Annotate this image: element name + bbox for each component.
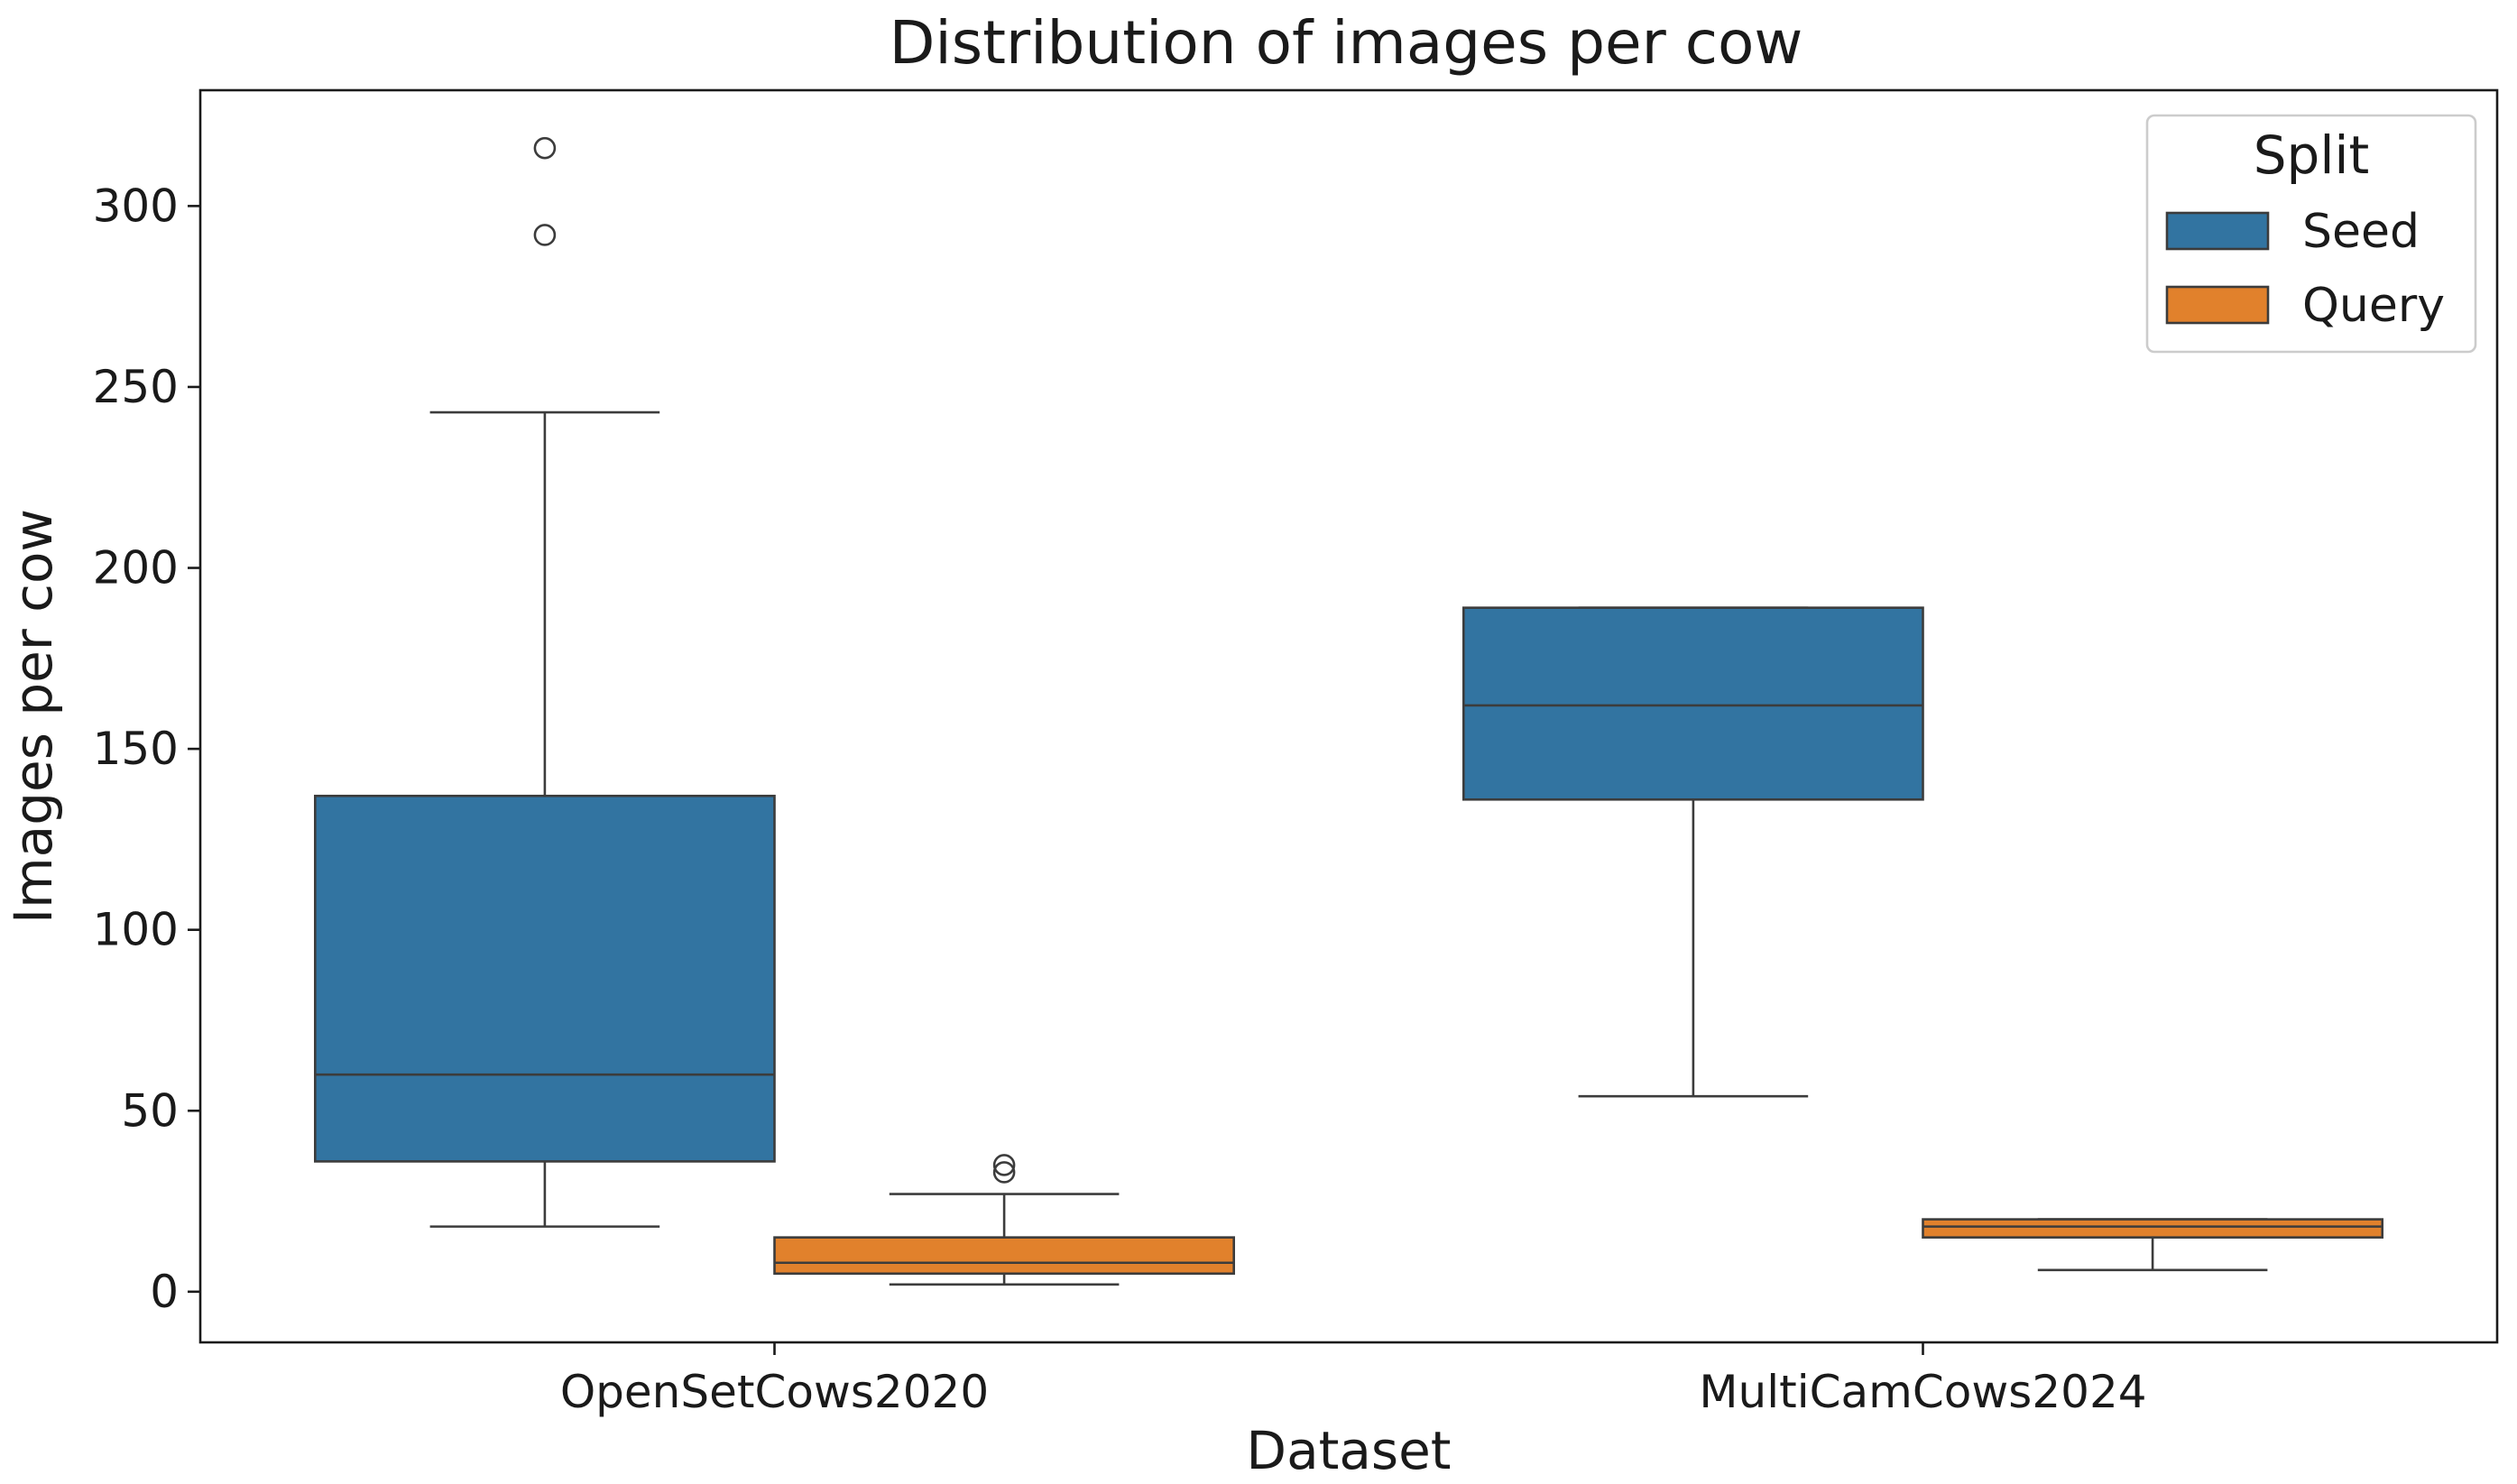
legend-swatch-query [2165, 285, 2270, 325]
y-tick-label: 150 [93, 723, 179, 775]
y-axis-title: Images per cow [3, 509, 64, 924]
legend-title: Split [2254, 124, 2370, 186]
x-axis-title: Dataset [1246, 1420, 1451, 1481]
iqr-box [1462, 606, 1924, 801]
plot-area [313, 136, 2384, 1286]
plot-frame [198, 88, 2499, 1344]
outlier-point [992, 1154, 1016, 1176]
legend-label-seed: Seed [2302, 205, 2420, 259]
box-query-opensetcows2020 [773, 1154, 1236, 1286]
outlier-point [533, 136, 557, 160]
iqr-box [313, 794, 776, 1163]
legend-label-query: Query [2302, 279, 2445, 333]
axes: 0 50 100 150 200 250 300 OpenSetCows2020 MultiCa… [93, 180, 2147, 1418]
box-seed-multicamcows2024 [1462, 606, 1924, 1098]
y-tick-label: 0 [150, 1266, 179, 1318]
iqr-box [773, 1236, 1236, 1276]
y-tick-label: 100 [93, 904, 179, 956]
outlier-point [533, 224, 557, 246]
y-tick-label: 50 [121, 1084, 179, 1137]
x-tick-label: MultiCamCows2024 [1699, 1366, 2146, 1418]
y-tick-label: 250 [93, 361, 179, 413]
box-query-multicamcows2024 [1922, 1218, 2384, 1272]
iqr-box [1922, 1218, 2384, 1239]
x-tick-label: OpenSetCows2020 [560, 1366, 989, 1418]
chart-title: Distribution of images per cow [890, 8, 1803, 78]
y-tick-label: 300 [93, 180, 179, 232]
legend-swatch-seed [2165, 211, 2270, 251]
legend: Split Seed Query [2145, 114, 2477, 354]
box-seed-opensetcows2020 [313, 136, 776, 1228]
y-tick-label: 200 [93, 542, 179, 595]
outlier-point [992, 1161, 1016, 1184]
